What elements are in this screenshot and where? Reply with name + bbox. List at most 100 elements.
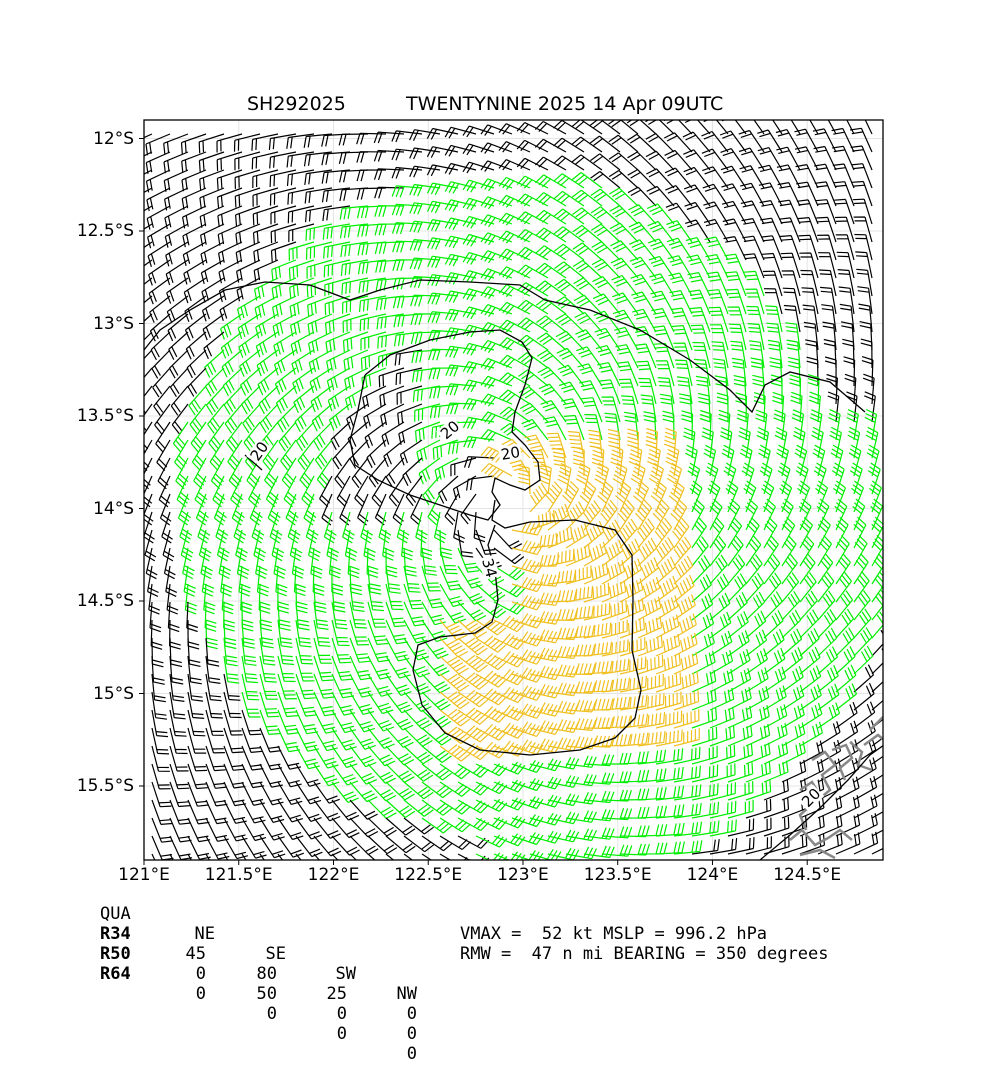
wind-barb bbox=[381, 421, 405, 447]
wind-barb bbox=[421, 709, 452, 729]
wind-barb bbox=[540, 400, 567, 423]
wind-barb bbox=[144, 187, 153, 194]
wind-barb bbox=[374, 223, 405, 236]
wind-barb bbox=[738, 129, 765, 153]
wind-barb bbox=[148, 259, 171, 286]
wind-barb bbox=[655, 556, 677, 585]
wind-barb bbox=[236, 277, 261, 302]
wind-barb bbox=[308, 331, 333, 355]
wind-barb bbox=[144, 349, 153, 360]
wind-barb bbox=[637, 635, 663, 657]
wind-barb bbox=[835, 646, 856, 675]
radii-header-nw: NW bbox=[396, 984, 417, 1004]
wind-barb bbox=[286, 133, 315, 149]
contour-label-background bbox=[797, 784, 825, 812]
wind-barb bbox=[187, 781, 209, 807]
wind-barb bbox=[616, 361, 639, 387]
wind-barb bbox=[385, 727, 414, 748]
wind-barb bbox=[259, 763, 283, 788]
wind-barb bbox=[794, 444, 808, 477]
wind-barb bbox=[831, 127, 855, 153]
lat-tick-label: 15.5°S bbox=[76, 776, 134, 796]
wind-barb bbox=[839, 303, 855, 333]
wind-barb bbox=[601, 619, 628, 639]
wind-barb bbox=[835, 664, 857, 693]
wind-barb bbox=[553, 173, 585, 189]
wind-barb bbox=[462, 161, 495, 174]
wind-barb bbox=[835, 608, 855, 639]
wind-barb bbox=[691, 839, 720, 855]
wind-barb bbox=[584, 413, 603, 441]
wind-barb bbox=[191, 439, 207, 471]
wind-barb bbox=[295, 601, 310, 631]
wind-barb bbox=[151, 763, 171, 790]
wind-barb bbox=[590, 153, 621, 171]
wind-barb bbox=[151, 853, 156, 860]
wind-barb bbox=[409, 220, 441, 233]
wind-barb bbox=[427, 329, 459, 342]
wind-barb bbox=[599, 379, 621, 405]
wind-barb bbox=[655, 766, 684, 783]
wind-barb bbox=[444, 235, 477, 249]
wind-barb bbox=[727, 668, 752, 693]
wind-barb bbox=[216, 169, 243, 190]
wind-barb bbox=[326, 349, 351, 373]
wind-barb bbox=[259, 709, 281, 735]
wind-barb bbox=[601, 396, 621, 423]
wind-barb bbox=[666, 462, 683, 495]
wind-barb bbox=[212, 475, 226, 508]
wind-barb bbox=[813, 145, 837, 171]
radii-row-r64: R64 0 0 0 0 bbox=[100, 944, 417, 1064]
wind-barb bbox=[445, 364, 477, 377]
wind-barb bbox=[727, 649, 751, 675]
wind-barb bbox=[695, 375, 711, 405]
wind-barb bbox=[187, 691, 205, 719]
wind-barb bbox=[662, 410, 675, 441]
wind-barb bbox=[782, 287, 801, 315]
wind-barb bbox=[671, 325, 693, 351]
wind-barb bbox=[759, 462, 773, 495]
wind-barb bbox=[412, 385, 441, 403]
wind-barb bbox=[144, 259, 153, 267]
wind-barb bbox=[547, 775, 580, 788]
wind-barb bbox=[233, 133, 261, 152]
wind-barb bbox=[391, 148, 423, 161]
wind-barb bbox=[172, 421, 189, 453]
wind-barb bbox=[763, 723, 788, 747]
wind-barb bbox=[705, 254, 729, 279]
wind-barb bbox=[305, 205, 333, 223]
wind-barb bbox=[636, 360, 657, 387]
wind-barb bbox=[457, 725, 489, 743]
wind-barb bbox=[565, 718, 597, 731]
wind-barb bbox=[809, 409, 823, 441]
wind-barb bbox=[238, 565, 251, 597]
wind-barb bbox=[480, 375, 513, 389]
wind-barb bbox=[673, 594, 696, 621]
wind-barb bbox=[457, 781, 490, 796]
wind-barb bbox=[367, 745, 396, 767]
wind-barb bbox=[624, 411, 639, 441]
wind-barb bbox=[871, 534, 883, 567]
wind-barb bbox=[439, 529, 453, 560]
wind-barb bbox=[752, 374, 765, 405]
wind-barb bbox=[480, 178, 513, 192]
wind-barb bbox=[601, 580, 627, 603]
wind-barb bbox=[304, 187, 333, 204]
wind-barb bbox=[403, 817, 434, 835]
wind-barb bbox=[295, 583, 308, 614]
wind-barb bbox=[727, 554, 746, 585]
wind-barb bbox=[295, 799, 322, 822]
wind-barb bbox=[385, 655, 411, 679]
wind-barb bbox=[289, 295, 315, 318]
wind-barb bbox=[197, 511, 211, 544]
wind-barb bbox=[391, 203, 423, 216]
wind-barb bbox=[144, 331, 153, 341]
wind-barb bbox=[159, 493, 172, 526]
wind-barb bbox=[403, 835, 435, 853]
plot-frame bbox=[143, 119, 884, 861]
wind-barb bbox=[169, 709, 187, 737]
wind-barb bbox=[189, 403, 207, 434]
wind-barb bbox=[727, 818, 755, 837]
wind-barb bbox=[303, 151, 333, 167]
wind-barb bbox=[314, 439, 333, 470]
